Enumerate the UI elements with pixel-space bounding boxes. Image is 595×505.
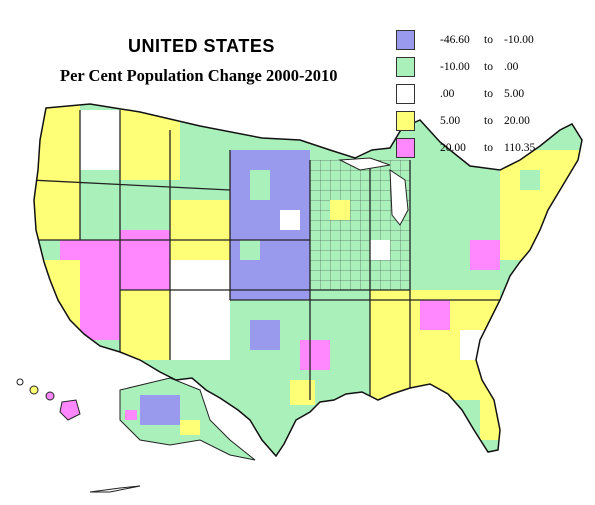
region-new-mexico xyxy=(170,260,230,360)
legend-item: .00 to 5.00 xyxy=(396,84,576,106)
region-florida xyxy=(480,380,500,440)
legend-item: 5.00 to 20.00 xyxy=(396,111,576,133)
state-borders xyxy=(34,110,500,400)
legend-low: .00 xyxy=(440,88,455,100)
hawaii xyxy=(16,378,81,421)
legend-to: to xyxy=(484,115,493,127)
conus-outline xyxy=(33,103,583,458)
legend-item: 20.00 to 110.35 xyxy=(396,138,576,160)
legend-low: -10.00 xyxy=(440,61,470,73)
region-idaho-montana xyxy=(120,110,180,180)
legend-low: -46.60 xyxy=(440,34,470,46)
lake-superior xyxy=(338,157,391,171)
legend-item: -46.60 to -10.00 xyxy=(396,30,576,52)
legend-swatch xyxy=(396,30,415,50)
legend-high: .00 xyxy=(504,61,519,73)
region-utah xyxy=(120,230,170,290)
legend-to: to xyxy=(484,142,493,154)
legend-swatch xyxy=(396,138,415,158)
legend-swatch xyxy=(396,111,415,131)
lake-michigan xyxy=(389,169,409,226)
legend-low: 5.00 xyxy=(440,115,461,127)
legend-to: to xyxy=(484,61,493,73)
map-title: UNITED STATES xyxy=(128,36,275,56)
region-northeast xyxy=(500,150,580,260)
legend-high: -10.00 xyxy=(504,34,534,46)
legend-swatch xyxy=(396,84,415,104)
region-oregon-inland xyxy=(80,110,120,170)
region-california xyxy=(40,260,80,340)
legend-high: 110.35 xyxy=(504,142,536,154)
region-texas xyxy=(230,300,340,456)
legend-high: 5.00 xyxy=(504,88,525,100)
legend-low: 20.00 xyxy=(440,142,466,154)
map-subtitle: Per Cent Population Change 2000-2010 xyxy=(60,66,338,85)
legend-high: 20.00 xyxy=(504,115,530,127)
legend-swatch xyxy=(396,57,415,77)
legend-to: to xyxy=(484,88,493,100)
legend-to: to xyxy=(484,34,493,46)
region-colorado xyxy=(170,200,230,260)
alaska xyxy=(89,377,256,493)
legend-item: -10.00 to .00 xyxy=(396,57,576,79)
